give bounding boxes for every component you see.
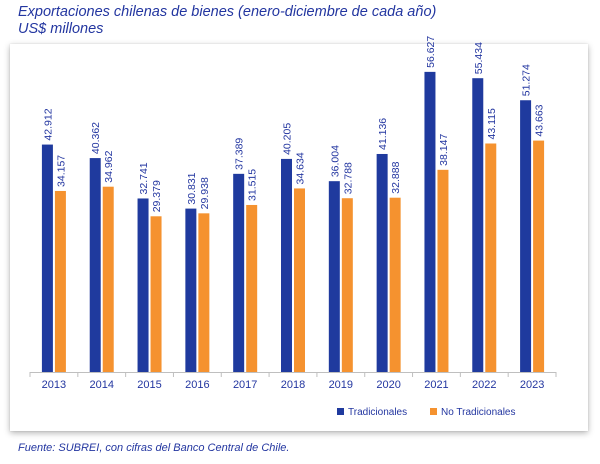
bar-no-tradicionales — [533, 140, 545, 372]
bar-tradicionales — [281, 158, 292, 372]
data-label-no-tradicionales: 31.515 — [247, 169, 259, 201]
data-label-no-tradicionales: 34.962 — [103, 150, 115, 182]
bar-tradicionales — [376, 153, 388, 372]
chart-subtitle: US$ millones — [18, 21, 104, 37]
data-label-no-tradicionales: 32.888 — [390, 161, 402, 193]
bar-no-tradicionales — [341, 198, 353, 372]
legend-tradicionales-label: Tradicionales — [348, 407, 407, 418]
data-label-tradicionales: 42.912 — [42, 108, 54, 140]
bar-tradicionales — [89, 158, 101, 372]
legend-no-tradicionales-label: No Tradicionales — [441, 407, 515, 418]
x-tick-label: 2020 — [376, 379, 400, 391]
data-label-tradicionales: 37.389 — [234, 138, 246, 170]
data-label-tradicionales: 55.434 — [473, 42, 485, 74]
x-tick-label: 2016 — [185, 379, 209, 391]
data-label-tradicionales: 51.274 — [521, 64, 533, 96]
x-tick-label: 2018 — [281, 379, 305, 391]
bar-tradicionales — [328, 181, 340, 372]
legend-tradicionales-swatch — [337, 408, 344, 415]
data-label-tradicionales: 56.627 — [425, 36, 437, 68]
data-label-no-tradicionales: 34.634 — [295, 152, 307, 184]
bar-no-tradicionales — [198, 213, 210, 372]
data-label-no-tradicionales: 38.147 — [438, 134, 450, 166]
x-tick-label: 2019 — [329, 379, 353, 391]
bar-no-tradicionales — [294, 188, 305, 372]
data-label-no-tradicionales: 43.663 — [534, 104, 546, 136]
bar-tradicionales — [472, 78, 484, 372]
bar-tradicionales — [137, 198, 149, 372]
data-label-no-tradicionales: 29.938 — [199, 177, 211, 209]
x-tick-label: 2017 — [233, 379, 257, 391]
data-label-tradicionales: 41.136 — [377, 118, 389, 150]
bar-tradicionales — [424, 71, 436, 373]
bar-no-tradicionales — [54, 190, 66, 372]
x-tick-label: 2014 — [89, 379, 113, 391]
data-label-tradicionales: 40.205 — [282, 123, 294, 155]
bar-no-tradicionales — [246, 204, 258, 372]
data-label-no-tradicionales: 43.115 — [486, 108, 498, 139]
x-tick-label: 2023 — [520, 379, 544, 391]
data-label-tradicionales: 36.004 — [329, 145, 341, 177]
x-tick-label: 2022 — [472, 379, 496, 391]
source-note: Fuente: SUBREI, con cifras del Banco Cen… — [18, 442, 290, 454]
chart-title: Exportaciones chilenas de bienes (enero-… — [18, 4, 437, 20]
bar-no-tradicionales — [389, 197, 401, 372]
data-label-tradicionales: 32.741 — [138, 162, 150, 194]
legend-no-tradicionales-swatch — [430, 408, 437, 415]
bar-no-tradicionales — [485, 143, 497, 372]
bar-tradicionales — [520, 100, 532, 372]
bar-tradicionales — [233, 173, 245, 372]
data-label-no-tradicionales: 29.379 — [151, 180, 163, 212]
x-tick-label: 2021 — [424, 379, 448, 391]
bar-no-tradicionales — [150, 216, 162, 372]
data-label-no-tradicionales: 34.157 — [55, 155, 67, 187]
bar-no-tradicionales — [102, 186, 114, 372]
x-tick-label: 2015 — [137, 379, 161, 391]
data-label-no-tradicionales: 32.788 — [342, 162, 354, 194]
x-tick-label: 2013 — [42, 379, 66, 391]
data-label-tradicionales: 40.362 — [90, 122, 102, 154]
data-label-tradicionales: 30.831 — [186, 172, 198, 204]
bar-tradicionales — [41, 144, 53, 372]
bar-no-tradicionales — [437, 169, 449, 372]
bar-tradicionales — [185, 208, 197, 372]
